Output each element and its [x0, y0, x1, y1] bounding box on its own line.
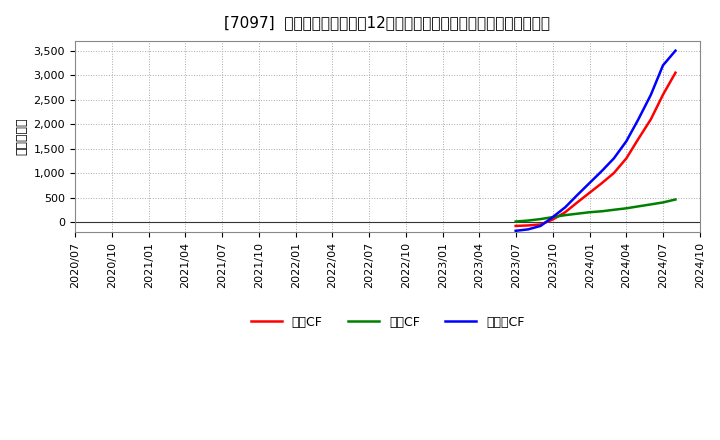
Legend: 営業CF, 投資CF, フリーCF: 営業CF, 投資CF, フリーCF [246, 311, 529, 334]
Y-axis label: （百万円）: （百万円） [15, 117, 28, 155]
Title: [7097]  キャッシュフローの12か月移動合計の対前年同期増減額の推移: [7097] キャッシュフローの12か月移動合計の対前年同期増減額の推移 [225, 15, 551, 30]
